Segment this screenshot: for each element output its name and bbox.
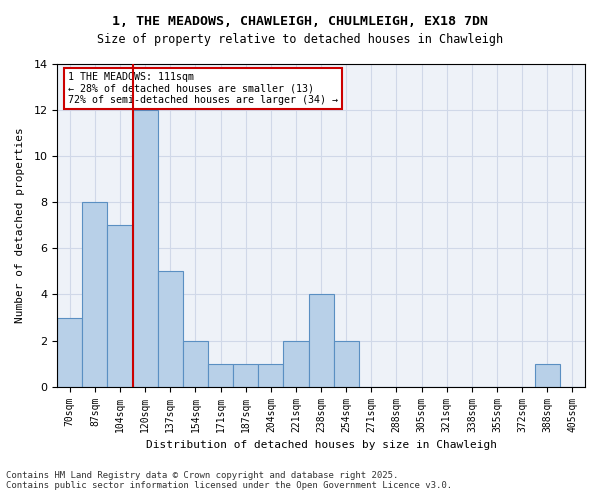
Bar xyxy=(334,340,359,386)
Y-axis label: Number of detached properties: Number of detached properties xyxy=(15,128,25,323)
Bar xyxy=(82,202,107,386)
Text: 1 THE MEADOWS: 111sqm
← 28% of detached houses are smaller (13)
72% of semi-deta: 1 THE MEADOWS: 111sqm ← 28% of detached … xyxy=(68,72,338,104)
Bar xyxy=(233,364,258,386)
Bar xyxy=(283,340,308,386)
Bar xyxy=(258,364,283,386)
Bar xyxy=(535,364,560,386)
Bar xyxy=(308,294,334,386)
Bar xyxy=(57,318,82,386)
Bar xyxy=(208,364,233,386)
Bar xyxy=(107,226,133,386)
Text: Contains HM Land Registry data © Crown copyright and database right 2025.
Contai: Contains HM Land Registry data © Crown c… xyxy=(6,470,452,490)
Text: 1, THE MEADOWS, CHAWLEIGH, CHULMLEIGH, EX18 7DN: 1, THE MEADOWS, CHAWLEIGH, CHULMLEIGH, E… xyxy=(112,15,488,28)
Bar xyxy=(133,110,158,386)
Text: Size of property relative to detached houses in Chawleigh: Size of property relative to detached ho… xyxy=(97,32,503,46)
Bar xyxy=(183,340,208,386)
Bar xyxy=(158,272,183,386)
X-axis label: Distribution of detached houses by size in Chawleigh: Distribution of detached houses by size … xyxy=(146,440,497,450)
